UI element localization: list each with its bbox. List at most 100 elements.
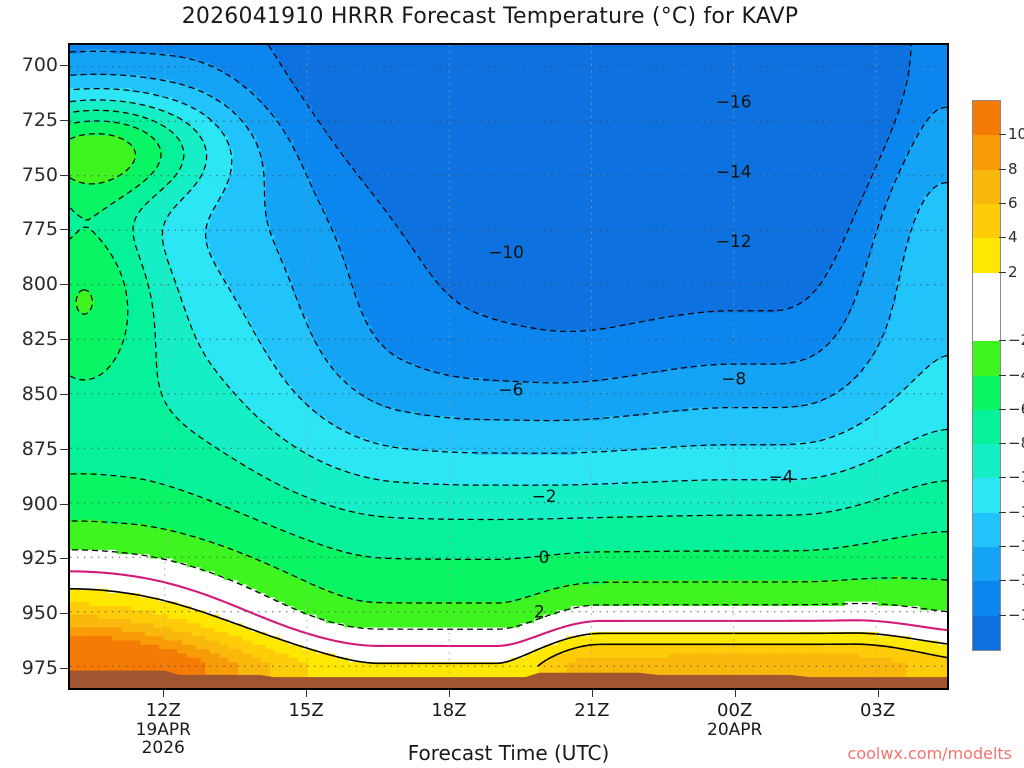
colorbar-label: −16 bbox=[1008, 571, 1024, 590]
colorbar-label: −18 bbox=[1008, 605, 1024, 624]
y-axis-label: 750 bbox=[21, 163, 58, 186]
y-axis-label: 975 bbox=[21, 657, 58, 680]
contour-plot: −16 −14 −12 −10 −8 −6 −4 −2 0 2 bbox=[68, 43, 949, 690]
contour-line bbox=[70, 120, 162, 221]
colorbar-tick bbox=[999, 168, 1006, 170]
colorbar-segment bbox=[973, 478, 1000, 513]
y-axis-label: 850 bbox=[21, 382, 58, 405]
zero-isotherm bbox=[70, 570, 947, 648]
colorbar-label: 8 bbox=[1008, 159, 1018, 178]
x-axis-time: 12Z bbox=[145, 700, 181, 721]
x-axis-label: 21Z bbox=[574, 700, 609, 721]
contour-label: −12 bbox=[716, 231, 752, 251]
contour-line bbox=[537, 643, 947, 668]
colorbar-label: −14 bbox=[1008, 537, 1024, 556]
colorbar-tick bbox=[999, 511, 1006, 513]
colorbar-tick bbox=[999, 374, 1006, 376]
colorbar-tick bbox=[999, 134, 1006, 136]
x-axis-time: 21Z bbox=[574, 700, 610, 721]
y-axis-tick bbox=[60, 668, 68, 670]
contour-line bbox=[267, 45, 912, 333]
colorbar-segment bbox=[973, 341, 1000, 376]
colorbar-tick bbox=[999, 443, 1006, 445]
contour-label: −8 bbox=[721, 369, 746, 389]
y-axis-tick bbox=[60, 558, 68, 560]
colorbar-label: 2 bbox=[1008, 262, 1018, 281]
colorbar-label: −6 bbox=[1008, 399, 1024, 418]
title-unit: °C bbox=[660, 4, 688, 29]
y-axis-tick bbox=[60, 448, 68, 450]
x-axis-year: 2026 bbox=[141, 738, 185, 759]
contour-line bbox=[70, 73, 947, 422]
contour-line bbox=[70, 520, 947, 604]
y-axis-label: 875 bbox=[21, 437, 58, 460]
x-axis-date: 19APR bbox=[135, 720, 191, 740]
colorbar-tick bbox=[999, 340, 1006, 342]
contour-line bbox=[70, 87, 947, 454]
y-axis-tick bbox=[60, 284, 68, 286]
contour-label: −10 bbox=[488, 242, 524, 262]
colorbar-label: 4 bbox=[1008, 228, 1018, 247]
x-axis-label: 00Z 20APR bbox=[707, 700, 762, 739]
x-axis-time: 03Z bbox=[859, 700, 896, 721]
colorbar-label: −8 bbox=[1008, 434, 1024, 453]
contour-line bbox=[70, 133, 136, 185]
y-axis-tick bbox=[60, 174, 68, 176]
colorbar-segment bbox=[973, 101, 1000, 136]
y-axis-label: 950 bbox=[21, 602, 58, 625]
x-axis-label: 18Z bbox=[431, 700, 466, 721]
y-axis-tick bbox=[60, 119, 68, 121]
contour-line bbox=[70, 226, 129, 381]
x-axis-title: Forecast Time (UTC) bbox=[407, 741, 610, 765]
x-axis-date: 20APR bbox=[707, 720, 763, 740]
colorbar-label: −4 bbox=[1008, 365, 1024, 384]
y-axis-label: 725 bbox=[21, 108, 58, 131]
y-axis-tick bbox=[60, 613, 68, 615]
x-axis-tick bbox=[163, 690, 165, 697]
colorbar-tick bbox=[999, 271, 1006, 273]
colorbar-label: −10 bbox=[1008, 468, 1024, 487]
y-axis-label: 700 bbox=[21, 53, 58, 76]
y-axis-tick bbox=[60, 393, 68, 395]
x-axis-tick bbox=[306, 690, 308, 697]
y-axis-tick bbox=[60, 229, 68, 231]
contour-line bbox=[75, 289, 94, 316]
contour-line bbox=[70, 473, 947, 560]
contour-label: −6 bbox=[498, 379, 523, 399]
colorbar-tick bbox=[999, 580, 1006, 582]
colorbar-tick bbox=[999, 408, 1006, 410]
colorbar-segment bbox=[973, 547, 1000, 582]
x-axis-label: 15Z bbox=[288, 700, 323, 721]
y-axis-label: 825 bbox=[21, 328, 58, 351]
y-axis-label: 800 bbox=[21, 273, 58, 296]
colorbar-segment bbox=[973, 581, 1000, 616]
x-axis-time: 00Z bbox=[717, 700, 753, 721]
colorbar-segment bbox=[973, 272, 1000, 342]
colorbar-segment bbox=[973, 444, 1000, 479]
colorbar-label: 10 bbox=[1008, 125, 1024, 144]
colorbar-segment bbox=[973, 375, 1000, 410]
x-axis-label: 03Z bbox=[860, 700, 895, 721]
contour-canvas: −16 −14 −12 −10 −8 −6 −4 −2 0 2 bbox=[70, 45, 947, 688]
y-axis-tick bbox=[60, 503, 68, 505]
watermark: coolwx.com/modelts bbox=[847, 744, 1012, 763]
colorbar-segment bbox=[973, 238, 1000, 273]
colorbar-label: −12 bbox=[1008, 502, 1024, 521]
colorbar-segment bbox=[973, 135, 1000, 170]
title-suffix: ) for KAVP bbox=[687, 4, 799, 29]
x-axis-tick bbox=[591, 690, 593, 697]
colorbar-tick bbox=[999, 477, 1006, 479]
colorbar-segment bbox=[973, 203, 1000, 239]
colorbar-tick bbox=[999, 546, 1006, 548]
colorbar-segment bbox=[973, 409, 1000, 445]
colorbar-segment bbox=[973, 512, 1000, 548]
contour-line bbox=[70, 109, 947, 521]
colorbar-label: −2 bbox=[1008, 331, 1024, 350]
x-axis-label: 12Z 19APR 2026 bbox=[136, 700, 191, 758]
contour-line bbox=[70, 99, 947, 486]
colorbar-label: 6 bbox=[1008, 193, 1018, 212]
y-axis-label: 900 bbox=[21, 492, 58, 515]
terrain-ground bbox=[70, 670, 947, 688]
x-axis-tick bbox=[877, 690, 879, 697]
contour-label: −4 bbox=[769, 467, 794, 487]
